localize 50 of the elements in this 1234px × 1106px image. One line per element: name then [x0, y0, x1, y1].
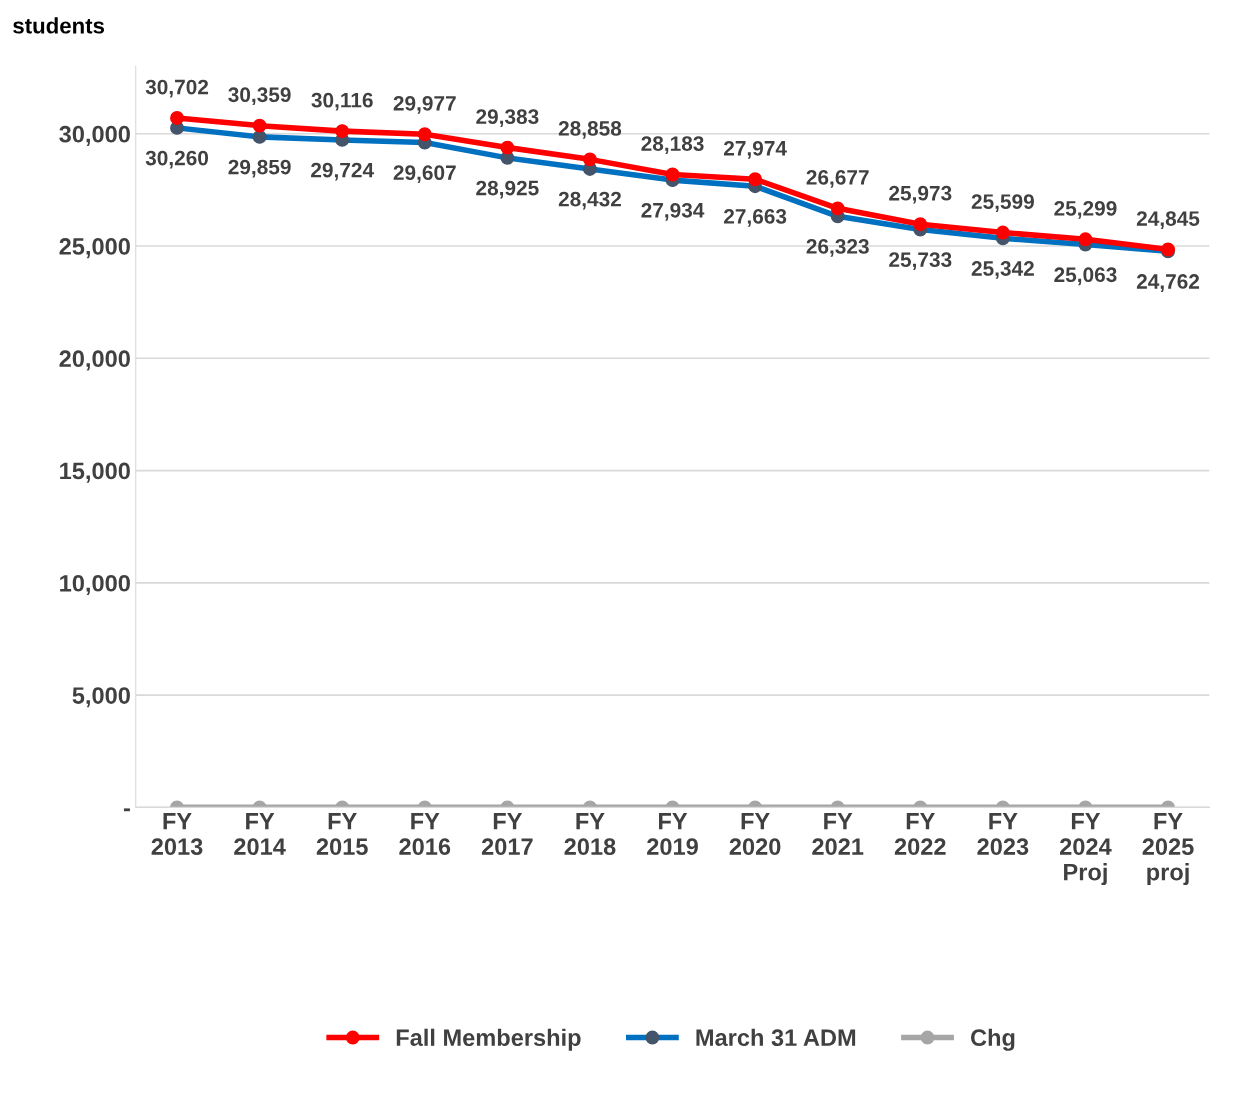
y-tick-label: - [123, 808, 130, 812]
data-label: 25,299 [1054, 200, 1117, 219]
y-tick-label: 5,000 [72, 687, 130, 708]
data-label: 26,323 [806, 239, 869, 257]
data-label: 29,383 [476, 109, 539, 128]
data-label: 25,733 [889, 252, 952, 271]
data-label: 24,845 [1136, 211, 1200, 229]
x-tick-label: FY 2021 [812, 813, 864, 856]
y-tick-label: 30,000 [59, 125, 130, 146]
x-tick-label: FY 2014 [234, 813, 286, 856]
x-tick-label: FY 2013 [151, 813, 203, 856]
data-label: 27,934 [641, 202, 705, 221]
y-tick-label: 20,000 [59, 350, 130, 371]
x-tick-label: FY 2017 [481, 813, 533, 856]
data-label: 24,762 [1136, 274, 1200, 292]
legend-label: Chg [970, 1028, 1015, 1051]
x-tick-label: FY 2018 [564, 813, 616, 856]
x-tick-label: FY 2024 Proj [1060, 813, 1112, 886]
legend-label: Fall Membership [396, 1028, 581, 1051]
data-label: 25,599 [971, 194, 1034, 213]
x-tick-label: FY 2020 [729, 813, 781, 856]
data-label: 29,977 [393, 95, 456, 114]
data-label: 30,702 [145, 79, 209, 98]
data-label: 28,432 [558, 191, 621, 210]
x-tick-label: FY 2022 [894, 813, 946, 856]
x-tick-label: FY 2015 [316, 813, 368, 856]
x-tick-label: FY 2023 [977, 813, 1029, 856]
data-label: 28,183 [641, 136, 704, 154]
data-label: 25,342 [971, 261, 1034, 279]
data-label: 25,973 [889, 185, 952, 204]
data-label: 29,724 [311, 162, 374, 181]
data-label: 28,858 [558, 121, 622, 139]
data-label: 27,974 [723, 140, 787, 159]
data-label: 30,260 [145, 150, 209, 169]
x-tick-label: FY 2016 [399, 813, 451, 856]
y-tick-label: 10,000 [60, 574, 130, 596]
legend-label: March 31 ADM [696, 1028, 856, 1047]
x-tick-label: FY 2019 [647, 813, 698, 856]
y-axis-title: students [13, 17, 105, 34]
data-label: 30,116 [311, 92, 373, 111]
data-label: 30,359 [228, 87, 291, 106]
y-tick-label: 25,000 [59, 238, 130, 259]
data-label: 25,063 [1054, 267, 1117, 286]
y-tick-label: 15,000 [60, 462, 130, 483]
data-label: 26,677 [806, 170, 869, 188]
x-tick-label: FY 2025 proj [1142, 813, 1194, 886]
data-label: 29,607 [393, 165, 456, 184]
data-label: 29,859 [228, 159, 291, 178]
data-label: 27,663 [723, 208, 787, 227]
data-label: 28,925 [476, 180, 539, 199]
